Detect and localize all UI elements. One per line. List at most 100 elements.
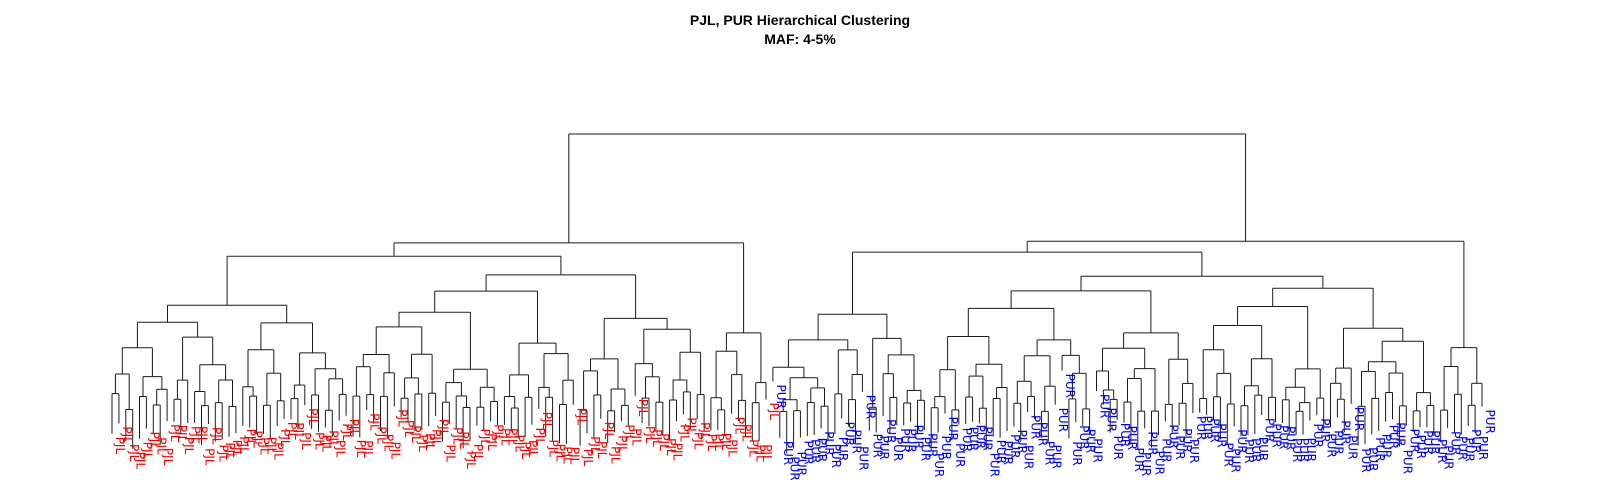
leaf-label: PUR bbox=[843, 422, 857, 446]
leaf-label: PUR bbox=[781, 441, 795, 465]
leaf-label: PJL bbox=[271, 442, 285, 460]
leaf-label: PUR bbox=[1442, 445, 1456, 469]
leaf-label: PUR bbox=[1476, 436, 1490, 460]
leaf-label: PJL bbox=[326, 430, 340, 448]
leaf-label: PJL bbox=[175, 425, 189, 443]
leaf-label: PJL bbox=[395, 409, 409, 427]
leaf-label: PJL bbox=[609, 446, 623, 464]
leaf-label: PUR bbox=[1235, 429, 1249, 453]
leaf-label: PUR bbox=[891, 437, 905, 461]
leaf-label: PJL bbox=[719, 433, 733, 451]
leaf-label: PUR bbox=[1015, 430, 1029, 454]
leaf-label: PJL bbox=[512, 435, 526, 453]
leaf-label: PUR bbox=[829, 444, 843, 468]
leaf-label: PJL bbox=[382, 434, 396, 452]
leaf-label: PJL bbox=[471, 444, 485, 462]
leaf-label: PJL bbox=[354, 440, 368, 458]
leaf-label: PJL bbox=[189, 426, 203, 444]
leaf-label: PUR bbox=[1249, 438, 1263, 462]
leaf-label: PUR bbox=[1332, 430, 1346, 454]
leaf-label: PUR bbox=[939, 436, 953, 460]
leaf-label: PJL bbox=[402, 420, 416, 438]
leaf-label: PJL bbox=[388, 442, 402, 460]
leaf-label: PUR bbox=[1228, 448, 1242, 472]
leaf-label: PJL bbox=[595, 441, 609, 459]
leaf-label: PJL bbox=[650, 429, 664, 447]
leaf-label: PUR bbox=[1070, 441, 1084, 465]
leaf-label: PUR bbox=[1400, 450, 1414, 474]
leaf-label: PJL bbox=[602, 422, 616, 440]
leaf-label: PJL bbox=[196, 426, 210, 444]
leaf-label: PUR bbox=[1421, 430, 1435, 454]
leaf-label: PJL bbox=[134, 452, 148, 470]
leaf-label: PJL bbox=[499, 428, 513, 446]
leaf-label: PUR bbox=[1194, 416, 1208, 440]
leaf-label: PJL bbox=[684, 417, 698, 435]
leaf-label: PUR bbox=[1173, 435, 1187, 459]
leaf-label: PUR bbox=[863, 395, 877, 419]
leaf-label: PUR bbox=[1428, 430, 1442, 454]
leaf-label: PJL bbox=[423, 433, 437, 451]
leaf-label: PJL bbox=[505, 428, 519, 446]
leaf-label: PJL bbox=[547, 440, 561, 458]
leaf-label: PJL bbox=[141, 442, 155, 460]
leaf-label: PJL bbox=[554, 444, 568, 462]
leaf-label: PJL bbox=[629, 428, 643, 446]
leaf-label: PUR bbox=[967, 427, 981, 451]
leaf-label: PJL bbox=[574, 408, 588, 426]
leaf-label: PUR bbox=[801, 441, 815, 465]
leaf-label: PUR bbox=[1036, 422, 1050, 446]
leaf-label: PJL bbox=[519, 442, 533, 460]
leaf-label: PUR bbox=[1091, 438, 1105, 462]
leaf-label: PUR bbox=[1146, 431, 1160, 455]
leaf-label: PUR bbox=[1256, 437, 1270, 461]
leaf-label: PUR bbox=[1435, 439, 1449, 463]
leaf-label: PUR bbox=[808, 439, 822, 463]
leaf-label: PUR bbox=[980, 426, 994, 450]
leaf-label: PUR bbox=[1414, 435, 1428, 459]
leaf-label: PUR bbox=[1029, 415, 1043, 439]
leaf-label: PUR bbox=[1352, 407, 1366, 431]
leaf-label: PUR bbox=[1387, 425, 1401, 449]
leaf-label: PUR bbox=[1242, 439, 1256, 463]
leaf-label: PUR bbox=[1166, 424, 1180, 448]
leaf-label: PUR bbox=[1270, 423, 1284, 447]
leaf-label: PUR bbox=[1318, 418, 1332, 442]
leaf-label: PUR bbox=[1084, 429, 1098, 453]
leaf-label: PUR bbox=[1394, 422, 1408, 446]
leaf-label: PUR bbox=[1118, 423, 1132, 447]
leaf-label: PJL bbox=[237, 436, 251, 454]
leaf-label: PUR bbox=[1277, 425, 1291, 449]
leaf-label-layer: PJLPJLPJLPJLPJLPJLPJLPJLPJLPJLPJLPJLPJLP… bbox=[113, 374, 1497, 480]
leaf-label: PJL bbox=[216, 445, 230, 463]
leaf-label: PUR bbox=[1008, 434, 1022, 458]
leaf-label: PJL bbox=[691, 432, 705, 450]
leaf-label: PJL bbox=[643, 426, 657, 444]
leaf-label: PJL bbox=[705, 434, 719, 452]
leaf-label: PJL bbox=[258, 437, 272, 455]
leaf-label: PJL bbox=[636, 399, 650, 417]
leaf-label: PJL bbox=[251, 431, 265, 449]
leaf-label: PUR bbox=[912, 425, 926, 449]
leaf-label: PJL bbox=[664, 438, 678, 456]
leaf-label: PUR bbox=[1304, 438, 1318, 462]
leaf-label: PUR bbox=[857, 446, 871, 470]
leaf-label: PJL bbox=[265, 437, 279, 455]
leaf-label: PUR bbox=[1483, 410, 1497, 434]
leaf-label: PUR bbox=[960, 428, 974, 452]
leaf-label: PUR bbox=[1373, 437, 1387, 461]
leaf-label: PJL bbox=[485, 433, 499, 451]
leaf-label: PUR bbox=[788, 456, 802, 480]
leaf-label: PJL bbox=[313, 432, 327, 450]
leaf-label: PJL bbox=[244, 429, 258, 447]
leaf-label: PUR bbox=[1098, 394, 1112, 418]
leaf-label: PJL bbox=[622, 424, 636, 442]
leaf-label: PJL bbox=[209, 427, 223, 445]
leaf-label: PUR bbox=[1449, 431, 1463, 455]
leaf-label: PJL bbox=[409, 425, 423, 443]
leaf-label: PUR bbox=[1311, 424, 1325, 448]
leaf-label: PUR bbox=[898, 428, 912, 452]
leaf-label: PUR bbox=[1125, 426, 1139, 450]
chart-subtitle: MAF: 4-5% bbox=[764, 31, 836, 47]
